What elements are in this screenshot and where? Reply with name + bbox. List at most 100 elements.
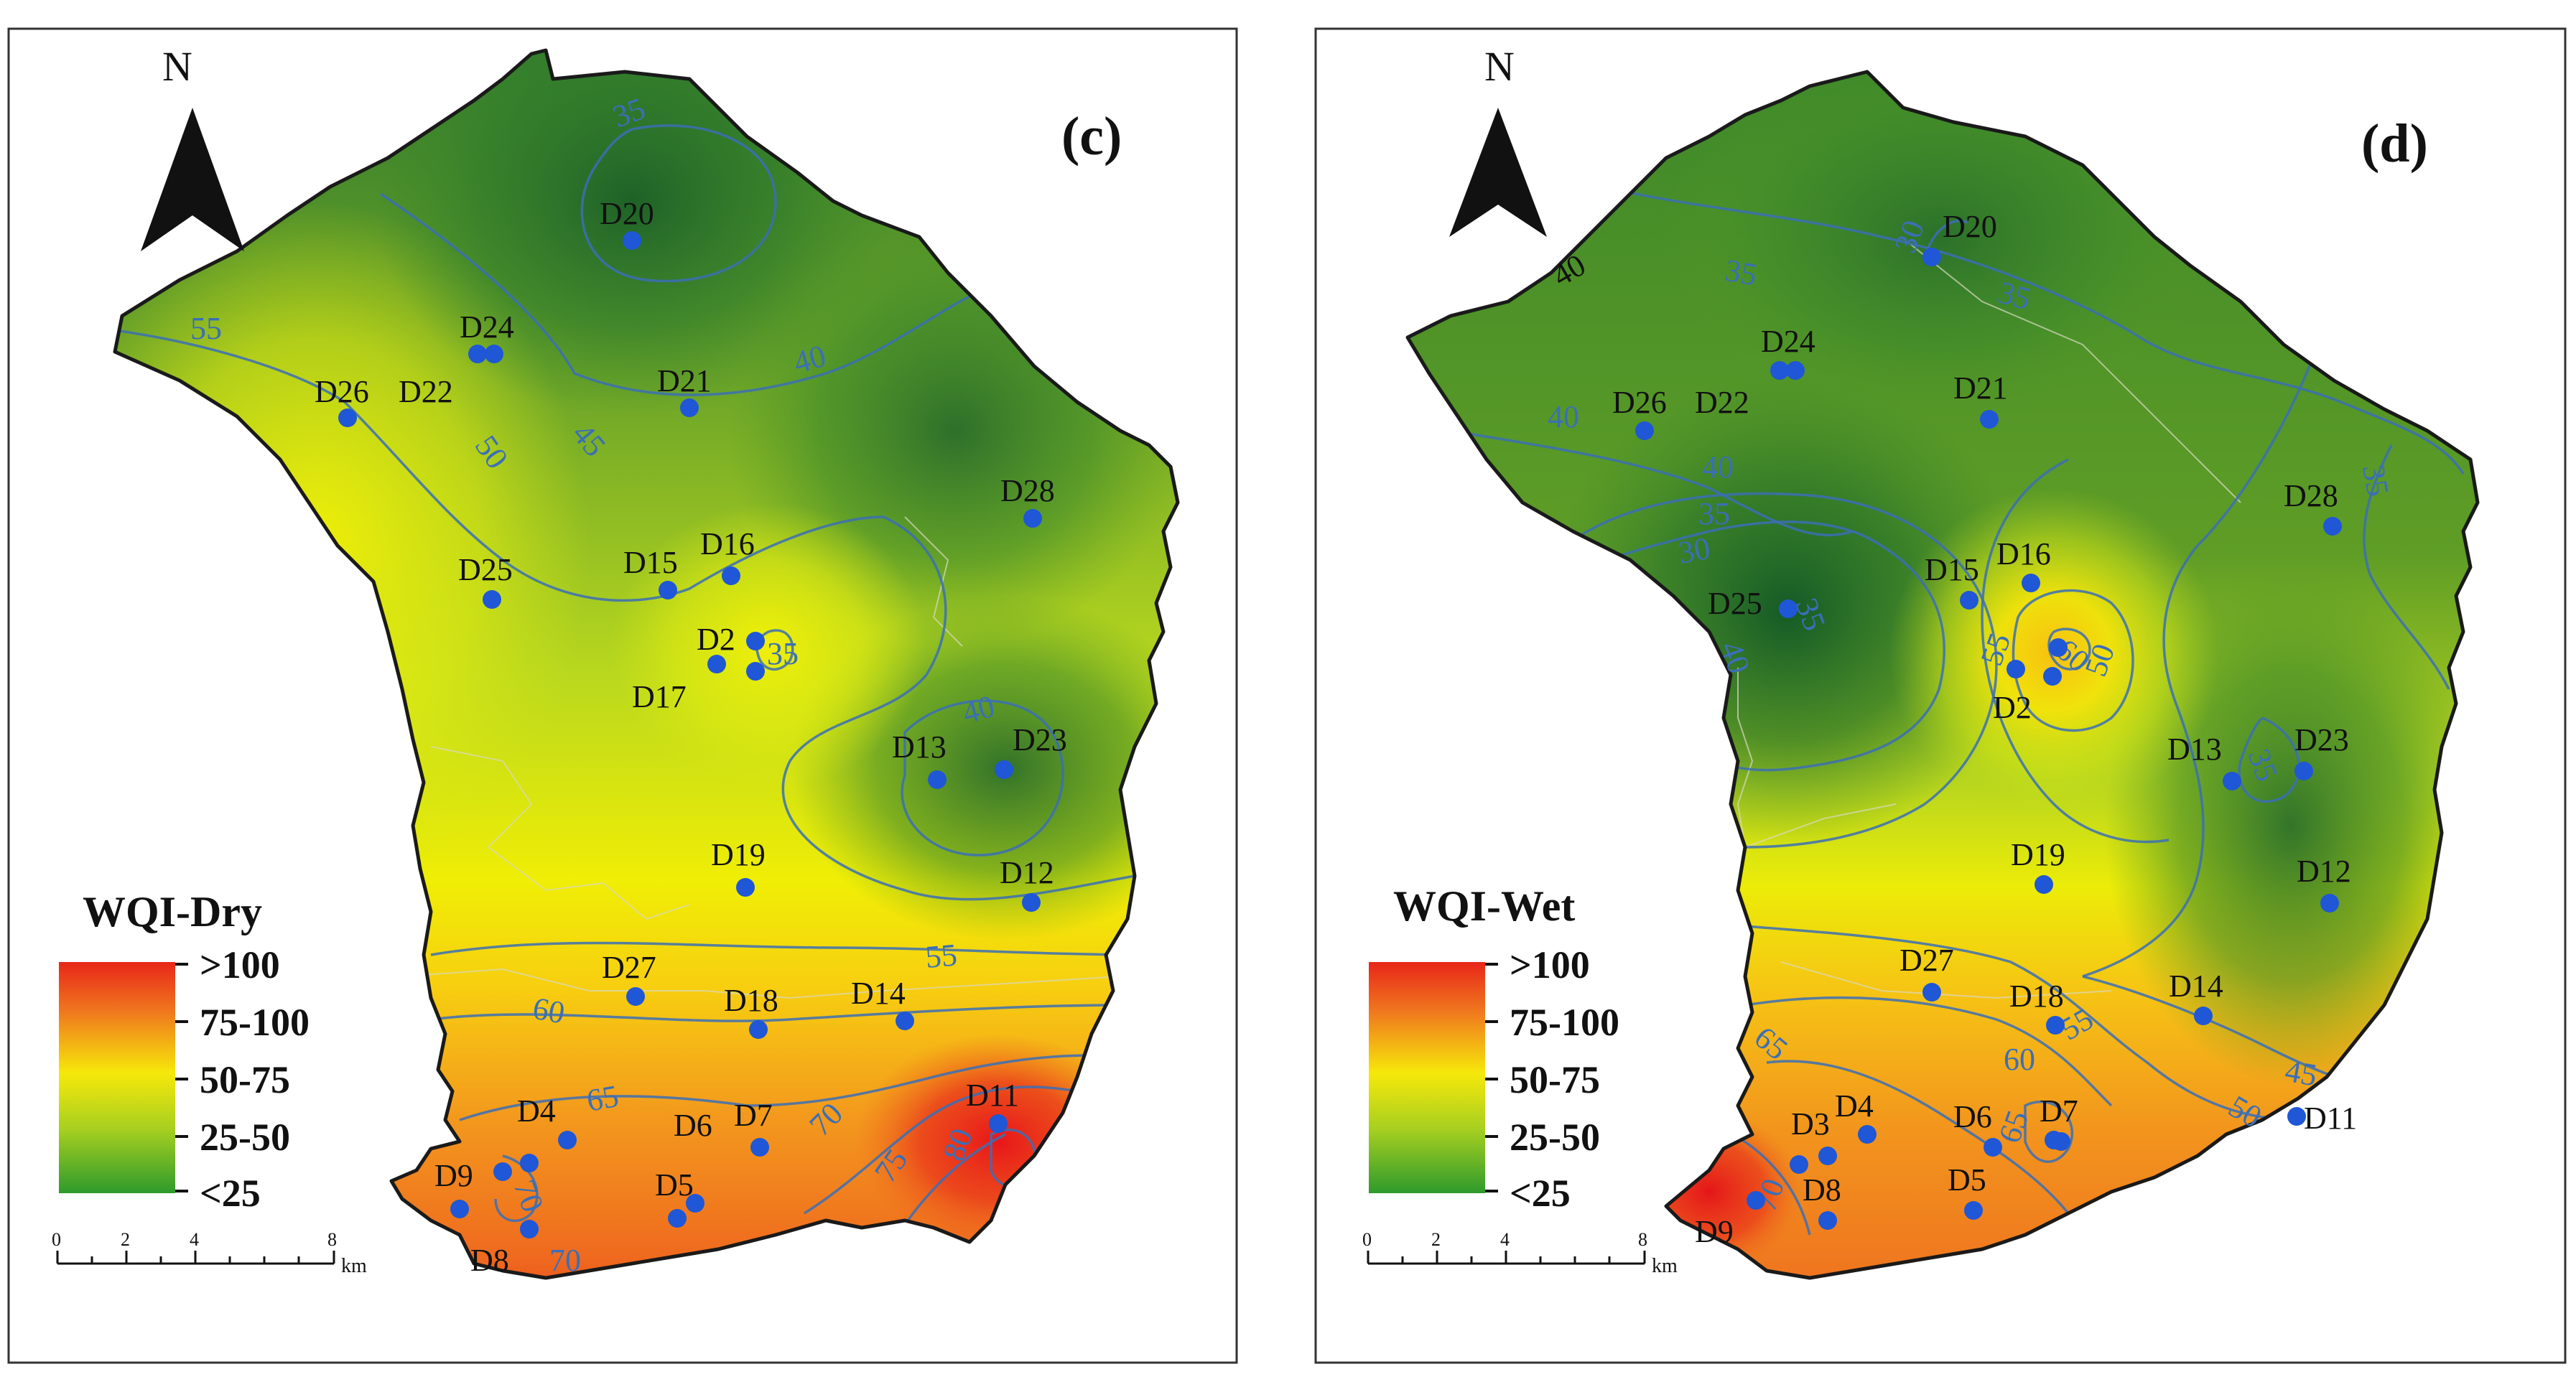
inner-boundary xyxy=(430,746,690,920)
site-marker[interactable] xyxy=(746,632,765,650)
site-marker[interactable] xyxy=(1818,1211,1837,1230)
site-label: D14 xyxy=(851,976,906,1011)
site-marker[interactable] xyxy=(450,1200,469,1218)
contour-label: 55 xyxy=(190,311,222,346)
site-marker[interactable] xyxy=(1635,421,1654,440)
contour-label: 40 xyxy=(1702,449,1734,485)
site-marker[interactable] xyxy=(483,590,501,609)
contour-line xyxy=(580,124,777,283)
site-marker[interactable] xyxy=(338,409,357,427)
legend-class: >100 xyxy=(200,943,280,986)
site-marker[interactable] xyxy=(1786,361,1805,380)
site-marker[interactable] xyxy=(2320,894,2339,912)
site-marker[interactable] xyxy=(680,398,699,417)
site-marker[interactable] xyxy=(2287,1107,2306,1126)
legend-class: >100 xyxy=(1510,943,1590,986)
site-marker[interactable] xyxy=(2049,638,2068,657)
scale-unit: km xyxy=(341,1255,367,1277)
site-label: D16 xyxy=(700,526,755,561)
panel-label: (c) xyxy=(1061,106,1122,167)
site-marker[interactable] xyxy=(1922,983,1941,1002)
contour-line xyxy=(1981,458,2170,844)
site-marker[interactable] xyxy=(2323,517,2342,536)
site-marker[interactable] xyxy=(1022,893,1041,912)
north-arrow-d: N xyxy=(1449,43,1547,237)
scale-tick: 8 xyxy=(327,1229,337,1250)
site-marker[interactable] xyxy=(520,1154,539,1172)
site-marker[interactable] xyxy=(750,1138,769,1157)
legend-ramp xyxy=(1369,962,1485,1193)
site-marker[interactable] xyxy=(1858,1125,1877,1144)
legend-class: 50-75 xyxy=(1510,1058,1600,1101)
site-marker[interactable] xyxy=(2022,574,2040,592)
site-marker[interactable] xyxy=(1922,248,1941,266)
legend-d: WQI-Wet >100 75-100 50-75 25-50 <25 xyxy=(1369,882,1619,1215)
site-marker[interactable] xyxy=(485,345,503,363)
site-marker[interactable] xyxy=(668,1209,687,1228)
site-marker[interactable] xyxy=(686,1194,705,1213)
site-marker[interactable] xyxy=(623,231,641,250)
contour-line xyxy=(804,1086,1078,1215)
site-marker[interactable] xyxy=(989,1114,1008,1133)
site-marker[interactable] xyxy=(1960,591,1979,610)
site-marker[interactable] xyxy=(1770,361,1789,380)
site-marker[interactable] xyxy=(2043,667,2062,686)
contour-line xyxy=(2082,358,2314,978)
contour-label: 55 xyxy=(924,937,959,975)
site-marker[interactable] xyxy=(520,1220,539,1238)
contour-line xyxy=(1601,185,2465,475)
site-marker[interactable] xyxy=(928,770,947,789)
inner-boundary xyxy=(1910,243,2241,503)
site-marker[interactable] xyxy=(1984,1138,2002,1157)
site-label: D26 xyxy=(315,374,369,409)
site-marker[interactable] xyxy=(995,760,1013,779)
site-marker[interactable] xyxy=(2194,1007,2213,1025)
site-marker[interactable] xyxy=(2223,772,2241,790)
inner-boundary xyxy=(1736,668,1897,849)
north-arrow-c: N xyxy=(141,43,244,251)
scale-tick: 2 xyxy=(121,1229,130,1250)
site-label: D18 xyxy=(2009,979,2064,1014)
site-marker[interactable] xyxy=(707,655,726,673)
legend-ramp xyxy=(59,962,175,1193)
site-marker[interactable] xyxy=(749,1020,768,1039)
site-marker[interactable] xyxy=(746,662,765,681)
site-marker[interactable] xyxy=(2294,762,2313,780)
site-marker[interactable] xyxy=(1790,1155,1808,1174)
site-marker[interactable] xyxy=(1023,509,1042,528)
site-marker[interactable] xyxy=(1980,410,1999,429)
contour-line xyxy=(1536,521,1945,772)
site-marker[interactable] xyxy=(1964,1201,1983,1220)
contour-line xyxy=(2363,444,2450,690)
site-marker[interactable] xyxy=(722,566,740,585)
site-marker[interactable] xyxy=(2007,660,2025,678)
contour-line xyxy=(1766,1060,2070,1215)
site-label: D13 xyxy=(892,729,947,765)
site-marker[interactable] xyxy=(1779,599,1798,618)
site-marker[interactable] xyxy=(736,878,755,897)
site-marker[interactable] xyxy=(2046,1016,2065,1035)
site-label: D4 xyxy=(517,1093,556,1129)
site-marker[interactable] xyxy=(493,1162,512,1181)
site-label: D21 xyxy=(657,363,712,398)
contour-line xyxy=(1744,925,2299,1121)
site-marker[interactable] xyxy=(2035,875,2053,894)
contour-line xyxy=(459,1054,1092,1121)
site-marker[interactable] xyxy=(659,581,677,599)
site-marker[interactable] xyxy=(896,1012,914,1030)
site-marker[interactable] xyxy=(626,987,645,1006)
site-label: D11 xyxy=(2304,1101,2357,1136)
site-label: D7 xyxy=(734,1098,773,1133)
legend-class: <25 xyxy=(200,1172,261,1215)
site-label: D7 xyxy=(2040,1093,2078,1129)
north-arrow-icon xyxy=(1449,108,1547,237)
contour-label: 30 xyxy=(1675,531,1713,571)
site-marker[interactable] xyxy=(2052,1132,2070,1151)
contour-line xyxy=(380,192,992,396)
site-label: D23 xyxy=(1013,722,1067,757)
site-marker[interactable] xyxy=(558,1131,577,1149)
contour-line xyxy=(2238,716,2300,803)
site-marker[interactable] xyxy=(468,345,487,363)
site-marker[interactable] xyxy=(1818,1147,1837,1165)
site-marker[interactable] xyxy=(1747,1191,1765,1210)
